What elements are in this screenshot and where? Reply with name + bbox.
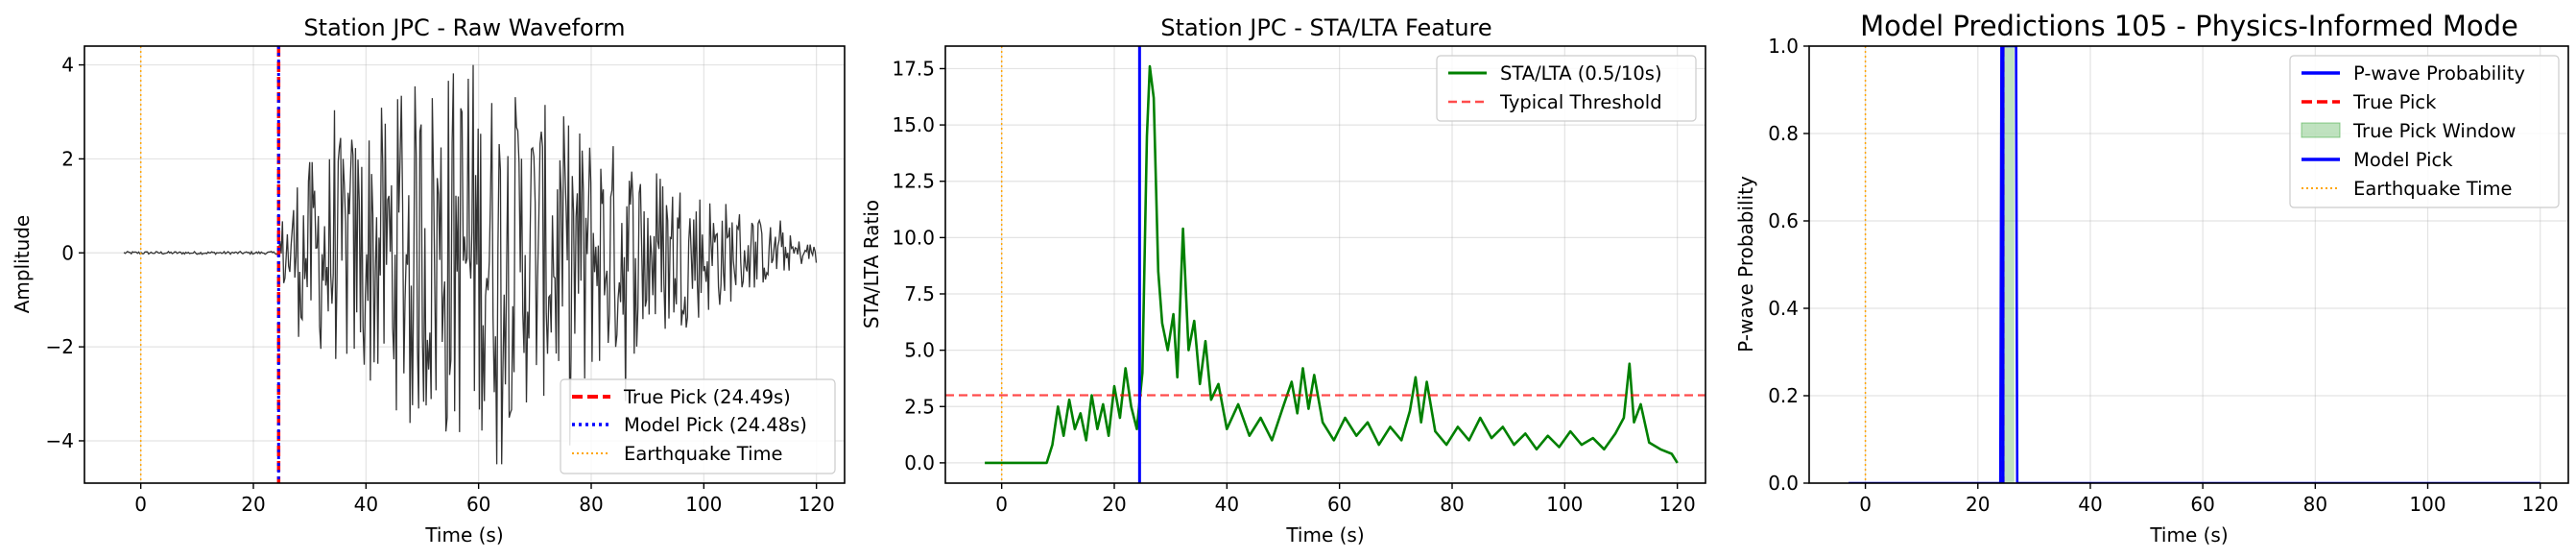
x-axis-label: Time (s) — [2149, 523, 2228, 547]
legend-label: Model Pick — [2353, 149, 2453, 171]
x-tick-label: 60 — [2190, 493, 2214, 516]
panel-sta-lta: Station JPC - STA/LTA Feature 0 20 40 60 80 1… — [860, 14, 1706, 547]
x-tick-label: 40 — [354, 493, 378, 516]
x-tick-label: 100 — [2409, 493, 2445, 516]
x-tick-label: 20 — [241, 493, 265, 516]
x-tick-label: 80 — [2303, 493, 2327, 516]
y-tick-label: −4 — [46, 429, 74, 452]
legend-box — [2289, 55, 2560, 208]
y-tick-label: 1.0 — [1768, 35, 1799, 58]
axes-frame — [944, 45, 1706, 484]
x-tick-label: 100 — [685, 493, 722, 516]
x-tick-label: 20 — [1102, 493, 1126, 516]
y-tick-label: 17.5 — [892, 57, 935, 80]
x-axis-label: Time (s) — [424, 523, 503, 547]
legend-label: True Pick Window — [2352, 120, 2516, 142]
series-line — [985, 64, 1679, 465]
chart-title: Station JPC - Raw Waveform — [303, 14, 625, 41]
chart-title: Model Predictions 105 - Physics-Informed… — [1860, 10, 2518, 42]
legend-label: Typical Threshold — [1499, 91, 1662, 113]
y-tick-label: 0.2 — [1768, 384, 1799, 407]
y-tick-label: 0.6 — [1768, 209, 1799, 232]
x-tick-label: 0 — [1859, 493, 1872, 516]
axes-frame — [1808, 45, 2569, 484]
x-axis-label: Time (s) — [1285, 523, 1364, 547]
x-ticks: 0 20 40 60 80 100 120 — [1859, 483, 2559, 516]
y-tick-label: 0 — [61, 241, 74, 264]
legend: P-wave Probability True Pick True Pick W… — [2289, 55, 2560, 208]
x-tick-label: 60 — [466, 493, 490, 516]
x-tick-label: 40 — [2078, 493, 2102, 516]
legend-label: Model Pick (24.48s) — [624, 414, 807, 436]
y-tick-label: 15.0 — [892, 113, 935, 136]
y-axis-label: P-wave Probability — [1734, 176, 1757, 352]
y-tick-label: 2 — [61, 147, 74, 170]
x-tick-label: 80 — [1440, 493, 1464, 516]
y-tick-label: 0.8 — [1768, 122, 1799, 145]
x-tick-label: 120 — [1659, 493, 1696, 516]
legend-box — [560, 378, 836, 474]
y-tick-label: −2 — [46, 335, 74, 358]
x-ticks: 0 20 40 60 80 100 120 — [995, 483, 1696, 516]
y-tick-label: 0.0 — [904, 451, 935, 474]
y-tick-label: 4 — [61, 54, 74, 77]
axes-frame — [83, 45, 846, 484]
x-tick-label: 80 — [579, 493, 603, 516]
y-ticks: 0.0 0.2 0.4 0.6 0.8 1.0 — [1768, 35, 1809, 495]
legend-swatch-pick-window — [2301, 122, 2341, 138]
legend-label: P-wave Probability — [2353, 62, 2525, 85]
x-tick-label: 20 — [1966, 493, 1990, 516]
legend-label: True Pick (24.49s) — [623, 386, 791, 408]
y-tick-label: 0.4 — [1768, 297, 1799, 320]
y-axis-label: Amplitude — [11, 215, 34, 314]
y-tick-label: 5.0 — [904, 339, 935, 362]
y-tick-label: 12.5 — [892, 170, 935, 193]
legend-label: Earthquake Time — [624, 443, 783, 465]
legend: True Pick (24.49s) Model Pick (24.48s) E… — [560, 378, 836, 474]
x-tick-label: 100 — [1546, 493, 1583, 516]
x-tick-label: 40 — [1215, 493, 1239, 516]
true-pick-window — [2003, 46, 2015, 483]
x-tick-label: 0 — [995, 493, 1008, 516]
y-ticks: −4 −2 0 2 4 — [46, 54, 84, 452]
x-tick-label: 120 — [799, 493, 835, 516]
legend: STA/LTA (0.5/10s) Typical Threshold — [1436, 55, 1697, 122]
waveform-line — [123, 64, 818, 465]
y-ticks: 0.0 2.5 5.0 7.5 10.0 12.5 15.0 17.5 — [892, 57, 945, 474]
panel-raw-waveform: Station JPC - Raw Waveform 0 20 40 60 80 100 1… — [11, 14, 846, 547]
plot-area — [1849, 46, 2540, 483]
plot-area — [123, 46, 818, 483]
y-tick-label: 0.0 — [1768, 472, 1799, 495]
legend-label: True Pick — [2352, 91, 2437, 113]
y-tick-label: 10.0 — [892, 226, 935, 249]
x-ticks: 0 20 40 60 80 100 120 — [134, 483, 835, 516]
chart-title: Station JPC - STA/LTA Feature — [1160, 14, 1491, 41]
legend-box — [1436, 55, 1697, 122]
plot-area — [945, 46, 1705, 483]
x-tick-label: 120 — [2522, 493, 2559, 516]
legend-label: STA/LTA (0.5/10s) — [1500, 62, 1662, 85]
panel-model-predictions: Model Predictions 105 - Physics-Informed… — [1734, 10, 2569, 547]
y-tick-label: 7.5 — [904, 282, 935, 305]
y-axis-label: STA/LTA Ratio — [860, 200, 883, 328]
y-tick-label: 2.5 — [904, 395, 935, 418]
x-tick-label: 0 — [134, 493, 147, 516]
x-tick-label: 60 — [1327, 493, 1351, 516]
legend-label: Earthquake Time — [2353, 178, 2513, 200]
